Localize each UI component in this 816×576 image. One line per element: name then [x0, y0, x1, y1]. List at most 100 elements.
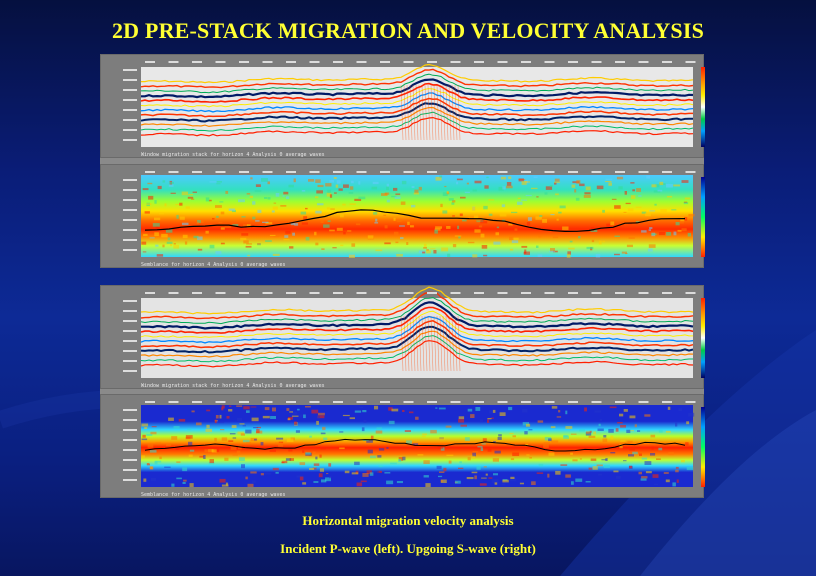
semblance-cell — [329, 229, 335, 232]
semblance-cell — [625, 253, 628, 255]
semblance-cell — [288, 417, 293, 420]
semblance-canvas — [141, 175, 693, 257]
semblance-cell — [247, 254, 251, 257]
semblance-cell — [495, 232, 499, 236]
semblance-cell — [395, 193, 401, 195]
semblance-cell — [554, 181, 561, 183]
reflector-band — [140, 306, 694, 334]
semblance-cell — [423, 475, 429, 478]
semblance-cell — [491, 417, 494, 419]
semblance-cell — [275, 471, 279, 474]
semblance-cell — [620, 440, 626, 442]
semblance-cell — [147, 182, 153, 185]
diffraction-trace — [400, 315, 404, 372]
semblance-cell — [396, 253, 403, 257]
semblance-cell — [394, 231, 399, 236]
semblance-cell — [237, 418, 243, 421]
tick-mark — [591, 61, 602, 63]
semblance-cell — [578, 236, 581, 239]
semblance-cell — [551, 406, 558, 409]
semblance-cell — [384, 225, 388, 229]
semblance-cell — [189, 449, 195, 452]
semblance-cell — [349, 203, 356, 205]
semblance-cell — [654, 203, 657, 206]
semblance-cell — [445, 425, 452, 428]
semblance-cell — [366, 470, 372, 474]
tick-mark — [568, 61, 578, 63]
semblance-cell — [336, 180, 341, 184]
semblance-cell — [335, 184, 339, 188]
semblance-cell — [404, 430, 411, 432]
tick-mark — [262, 61, 273, 63]
semblance-cell — [496, 226, 500, 229]
semblance-cell — [221, 437, 228, 441]
tick-mark — [123, 179, 137, 181]
tick-mark — [123, 109, 137, 111]
velocity-pick-line — [144, 209, 686, 233]
semblance-cell — [264, 472, 272, 475]
semblance-cell — [475, 407, 481, 411]
semblance-cell — [215, 205, 222, 208]
semblance-cell — [191, 198, 195, 200]
semblance-cell — [323, 437, 328, 440]
semblance-cell — [593, 431, 596, 435]
semblance-cell — [406, 242, 409, 245]
semblance-cell — [265, 222, 273, 225]
diffraction-trace — [403, 315, 407, 372]
tick-mark — [333, 292, 343, 294]
semblance-cell — [162, 180, 166, 183]
caption-line-1: Horizontal migration velocity analysis — [302, 513, 514, 528]
semblance-cell — [256, 429, 260, 433]
semblance-cell — [154, 200, 157, 204]
semblance-cell — [347, 230, 352, 232]
semblance-cell — [452, 215, 455, 217]
semblance-cell — [510, 476, 515, 479]
semblance-cell — [386, 183, 389, 187]
semblance-cell — [273, 235, 280, 238]
semblance-cell — [182, 234, 188, 239]
semblance-cell — [414, 189, 419, 194]
semblance-cell — [219, 201, 224, 203]
semblance-cell — [370, 455, 377, 459]
semblance-cell — [407, 221, 410, 225]
semblance-cell — [629, 465, 633, 469]
semblance-cell — [614, 253, 620, 256]
semblance-cell — [576, 180, 581, 184]
semblance-cell — [356, 223, 361, 226]
reflector-band — [140, 97, 693, 118]
semblance-cell — [317, 415, 320, 419]
tick-mark — [286, 401, 296, 403]
diffraction-trace — [448, 315, 452, 372]
tick-mark — [380, 61, 390, 63]
semblance-cell — [200, 219, 204, 223]
semblance-cell — [326, 473, 329, 475]
semblance-cell — [300, 211, 307, 215]
semblance-cell — [141, 423, 149, 427]
semblance-cell — [609, 406, 617, 409]
diffraction-trace — [451, 315, 455, 372]
semblance-cell — [267, 181, 270, 185]
tick-mark — [685, 61, 696, 63]
diffraction-trace — [454, 315, 458, 372]
semblance-cell — [196, 236, 203, 241]
semblance-cell — [512, 452, 520, 456]
semblance-cell — [528, 429, 533, 431]
semblance-cell — [309, 467, 315, 470]
semblance-cell — [221, 405, 225, 409]
semblance-cell — [329, 194, 333, 198]
semblance-texture — [141, 405, 695, 487]
semblance-cell — [231, 210, 236, 213]
tick-mark — [521, 61, 531, 63]
semblance-cell — [157, 185, 162, 190]
semblance-cell — [406, 440, 412, 444]
semblance-cell — [301, 190, 306, 192]
semblance-cell — [319, 468, 324, 472]
semblance-cell — [458, 416, 465, 420]
semblance-cell — [477, 217, 481, 222]
semblance-cell — [314, 231, 317, 236]
semblance-cell — [400, 201, 406, 205]
semblance-cell — [386, 480, 394, 485]
semblance-cell — [678, 408, 682, 412]
semblance-cell — [321, 479, 327, 483]
tick-mark — [521, 292, 531, 294]
